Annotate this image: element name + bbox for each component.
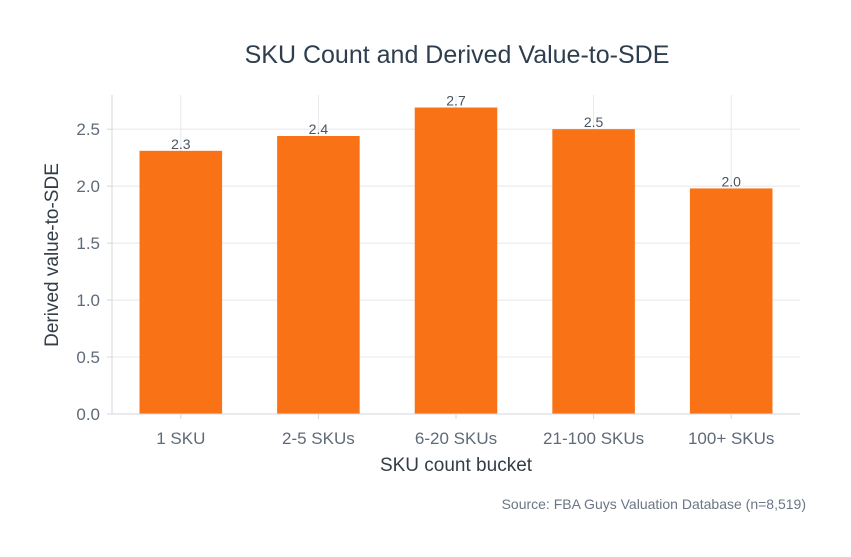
x-tick-label: 2-5 SKUs: [282, 429, 355, 448]
y-tick-label: 2.5: [76, 120, 100, 139]
x-axis-ticks: 1 SKU 2-5 SKUs 6-20 SKUs 21-100 SKUs 100+ SK…: [156, 414, 774, 448]
bars: [139, 107, 773, 415]
data-label: 2.5: [584, 114, 604, 130]
data-label: 2.0: [721, 173, 741, 189]
data-label: 2.7: [446, 93, 466, 109]
x-axis-label: SKU count bucket: [380, 455, 533, 476]
data-label: 2.4: [309, 121, 329, 137]
bar: [689, 188, 773, 414]
data-labels: 2.3 2.4 2.7 2.5 2.0: [171, 93, 741, 190]
y-axis-label: Derived value-to-SDE: [42, 163, 63, 347]
x-tick-label: 21-100 SKUs: [543, 429, 644, 448]
y-tick-label: 0.5: [76, 348, 100, 367]
y-axis-ticks: 0.0 0.5 1.0 1.5 2.0 2.5: [76, 120, 112, 424]
source-note: Source: FBA Guys Valuation Database (n=8…: [502, 496, 806, 512]
y-tick-label: 2.0: [76, 177, 100, 196]
bar: [414, 107, 498, 415]
bar: [277, 136, 360, 414]
chart-title: SKU Count and Derived Value-to-SDE: [245, 41, 670, 69]
x-tick-label: 100+ SKUs: [688, 429, 774, 448]
y-tick-label: 1.0: [76, 291, 100, 310]
bar: [552, 129, 635, 414]
x-tick-label: 1 SKU: [156, 429, 205, 448]
data-label: 2.3: [171, 136, 191, 152]
bar: [139, 150, 223, 414]
x-tick-label: 6-20 SKUs: [415, 429, 497, 448]
y-tick-label: 1.5: [76, 234, 100, 253]
y-tick-label: 0.0: [76, 405, 100, 424]
